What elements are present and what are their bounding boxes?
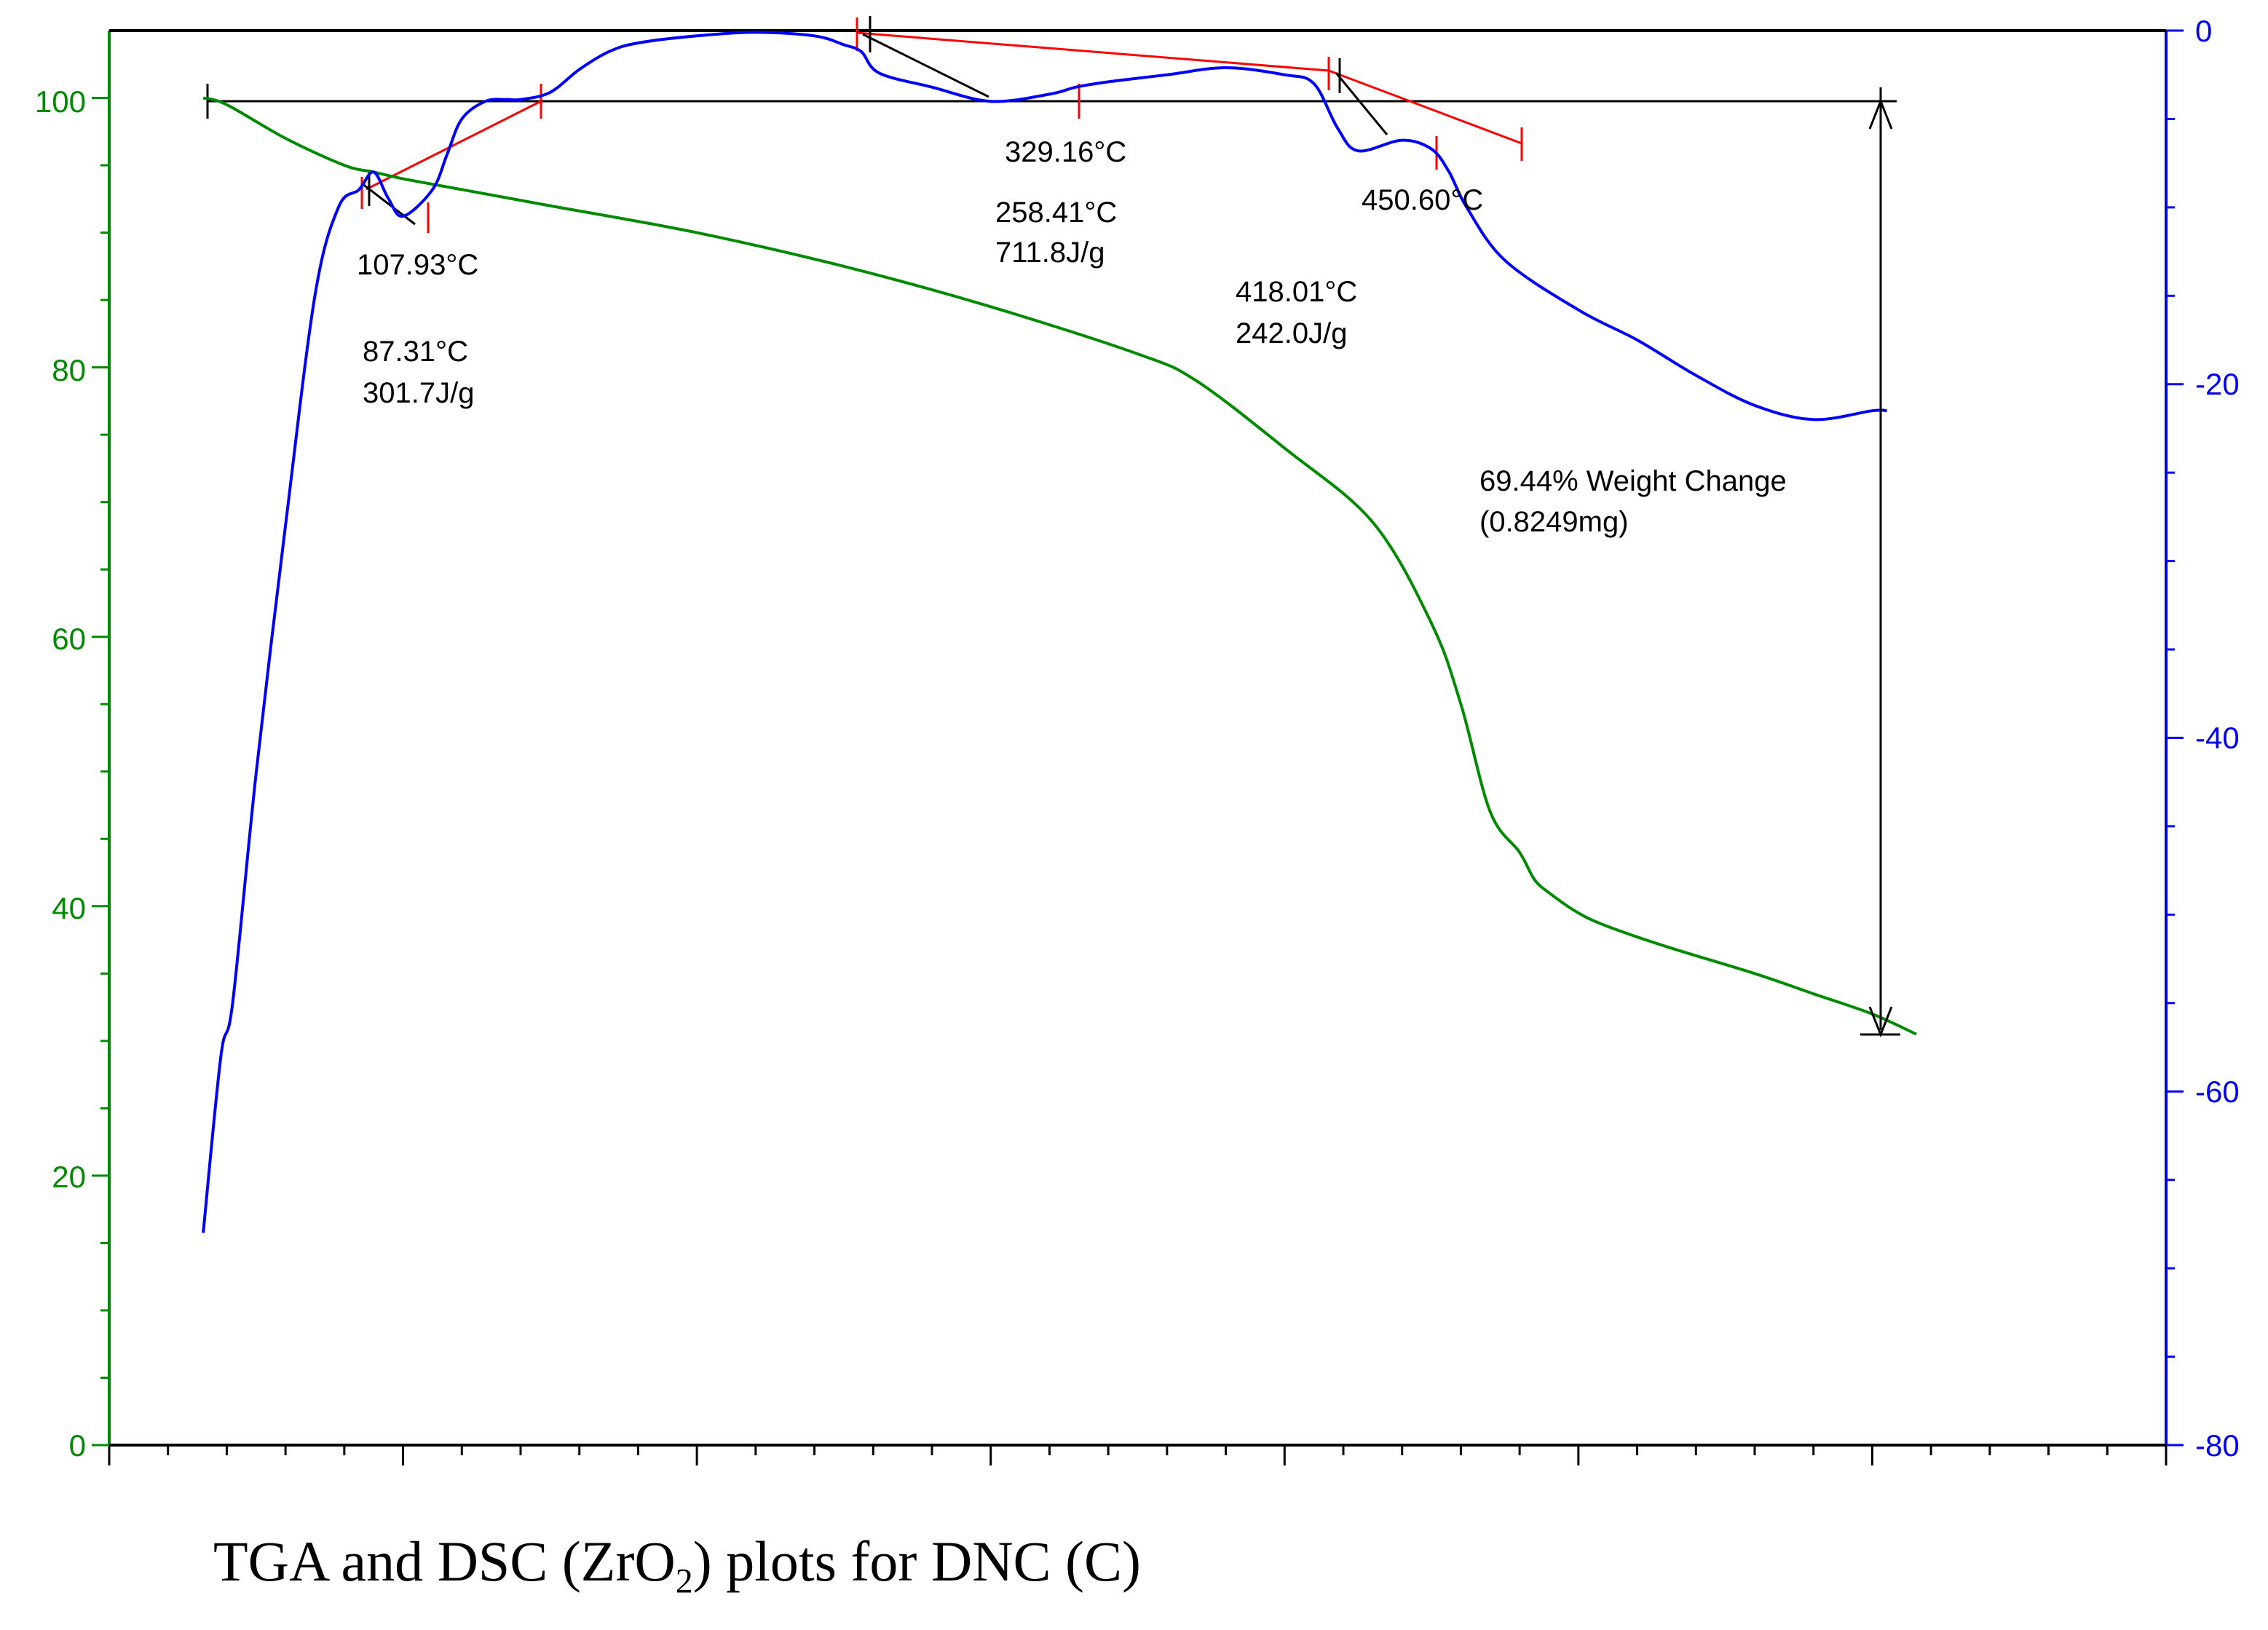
left-tick-label-0: 0 [69,1428,86,1463]
caption-prefix: TGA and DSC (ZrO [213,1530,676,1593]
dsc-baseline-peak3 [1328,69,1522,145]
figure-caption: TGA and DSC (ZrO2) plots for DNC (C) [0,1529,1354,1602]
caption-suffix: ) plots for DNC (C) [692,1530,1142,1593]
annotation-peak1-temp: 107.93°C [357,249,478,281]
tga-line [202,96,1917,1036]
left-tick-label-20: 20 [52,1160,86,1194]
annotation-weight-change: 69.44% Weight Change [1479,465,1787,497]
right-tick-label-minus-80: -80 [2195,1428,2240,1463]
left-tick-label-80: 80 [52,353,86,387]
annotation-enthalpy2: 711.8J/g [995,237,1105,269]
annotation-onset1-temp: 87.31°C [363,336,468,368]
annotation-onset3-temp: 418.01°C [1236,276,1357,308]
dsc-line [202,31,1887,1233]
right-tick-label-minus-40: -40 [2195,721,2240,755]
onset-tangent-1 [361,182,416,226]
annotation-enthalpy1: 301.7J/g [363,377,474,409]
onset-tangent-2 [862,33,989,98]
left-axis-ticks [92,97,109,1447]
annotation-peak3-temp: 450.60°C [1362,184,1483,216]
left-tick-label-40: 40 [52,891,86,925]
right-tick-label-minus-20: -20 [2195,367,2240,401]
annotation-weight-mass: (0.8249mg) [1479,506,1629,538]
right-tick-label-0: 0 [2195,14,2212,48]
right-axis-ticks [2166,29,2184,1447]
onset-tangent-3 [1335,72,1388,135]
x-axis-ticks [108,1445,2168,1465]
caption-subscript: 2 [675,1562,693,1601]
right-tick-label-minus-60: -60 [2195,1075,2240,1109]
dsc-baseline-peak2 [856,31,1329,72]
annotation-peak2-temp: 329.16°C [1005,136,1126,168]
dsc-baseline-peak1 [366,100,542,191]
left-tick-label-100: 100 [35,84,86,119]
left-tick-label-60: 60 [52,622,86,656]
annotation-onset2-temp: 258.41°C [995,197,1117,229]
annotation-enthalpy3: 242.0J/g [1236,317,1347,349]
